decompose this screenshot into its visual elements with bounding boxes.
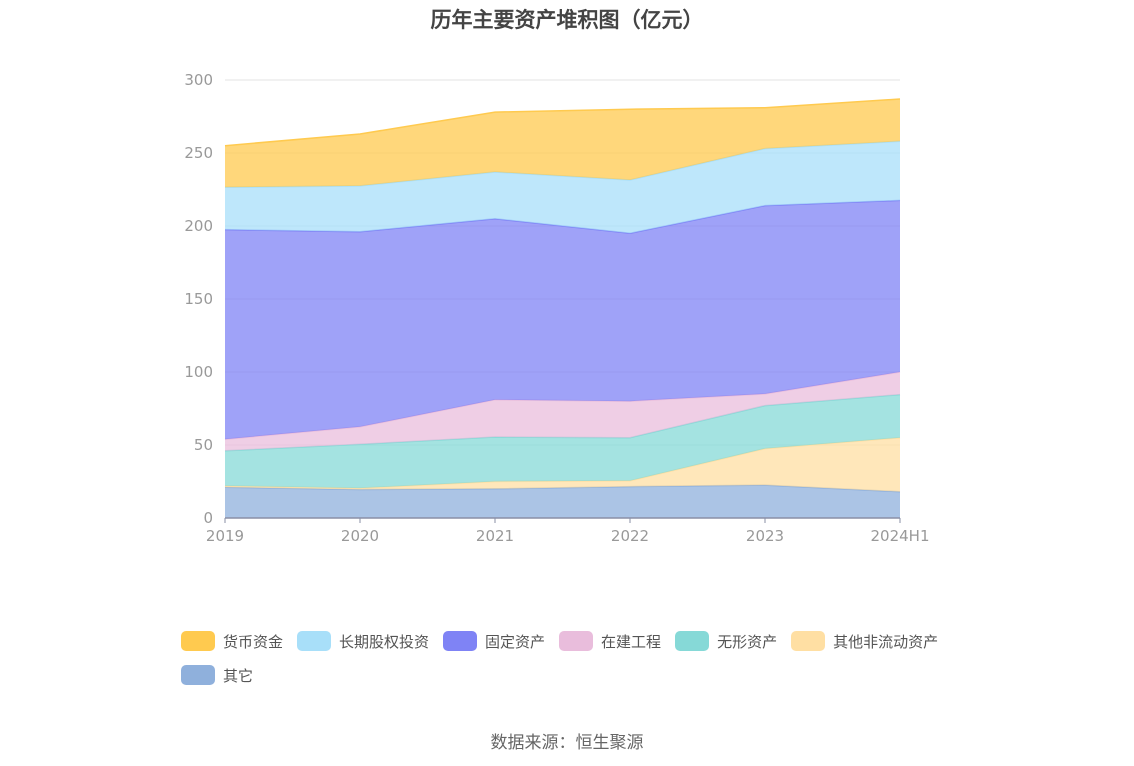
legend-swatch — [559, 631, 594, 651]
legend: 货币资金 长期股权投资 固定资产 在建工程 无形资产 其他非流动资产其它 — [181, 630, 981, 698]
legend-item[interactable]: 其他非流动资产 — [791, 630, 938, 652]
legend-item[interactable]: 货币资金 — [181, 630, 283, 652]
area-series-group — [224, 98, 901, 518]
area-在建工程 — [225, 372, 900, 451]
x-tick-label: 2019 — [206, 527, 244, 545]
area-货币资金 — [225, 99, 900, 188]
y-tick-label: 300 — [184, 71, 213, 89]
x-tick-label: 2023 — [746, 527, 784, 545]
area-无形资产 — [225, 394, 900, 489]
legend-label: 长期股权投资 — [339, 632, 430, 651]
legend-swatch — [443, 631, 478, 651]
legend-label: 其它 — [223, 666, 254, 685]
legend-item[interactable]: 其它 — [181, 664, 253, 686]
line-货币资金 — [224, 98, 901, 147]
stacked-area-chart: 0 50 100 150 200 250 300 2019 2020 2021 2022 2023 20… — [184, 71, 929, 545]
y-tick-label: 200 — [184, 217, 213, 235]
legend-label: 其他非流动资产 — [833, 632, 939, 651]
area-其它 — [225, 485, 900, 518]
legend-label: 无形资产 — [717, 632, 778, 651]
y-tick-label: 100 — [184, 363, 213, 381]
y-tick-label: 250 — [184, 144, 213, 162]
legend-item[interactable]: 无形资产 — [675, 630, 777, 652]
y-tick-label: 150 — [184, 290, 213, 308]
x-tick-label: 2024H1 — [871, 527, 930, 545]
area-其他非流动资产 — [225, 437, 900, 492]
axes: 0 50 100 150 200 250 300 2019 2020 2021 2022 2023 20… — [184, 71, 929, 545]
legend-swatch — [791, 631, 826, 651]
legend-swatch — [675, 631, 710, 651]
legend-item[interactable]: 固定资产 — [443, 630, 545, 652]
y-tick-label: 0 — [203, 509, 213, 527]
legend-swatch — [181, 665, 215, 685]
legend-label: 在建工程 — [601, 632, 662, 651]
area-长期股权投资 — [225, 141, 900, 234]
legend-item[interactable]: 在建工程 — [559, 630, 661, 652]
y-tick-label: 50 — [194, 436, 213, 454]
legend-label: 固定资产 — [485, 632, 546, 651]
area-固定资产 — [225, 200, 900, 440]
chart-title: 历年主要资产堆积图（亿元） — [430, 8, 704, 32]
x-tick-label: 2021 — [476, 527, 514, 545]
x-tick-label: 2020 — [341, 527, 379, 545]
data-source-note: 数据来源：恒生聚源 — [490, 733, 644, 753]
legend-swatch — [297, 631, 332, 651]
legend-item[interactable]: 长期股权投资 — [297, 630, 429, 652]
legend-label: 货币资金 — [223, 632, 284, 651]
legend-swatch — [181, 631, 215, 651]
x-tick-label: 2022 — [611, 527, 649, 545]
